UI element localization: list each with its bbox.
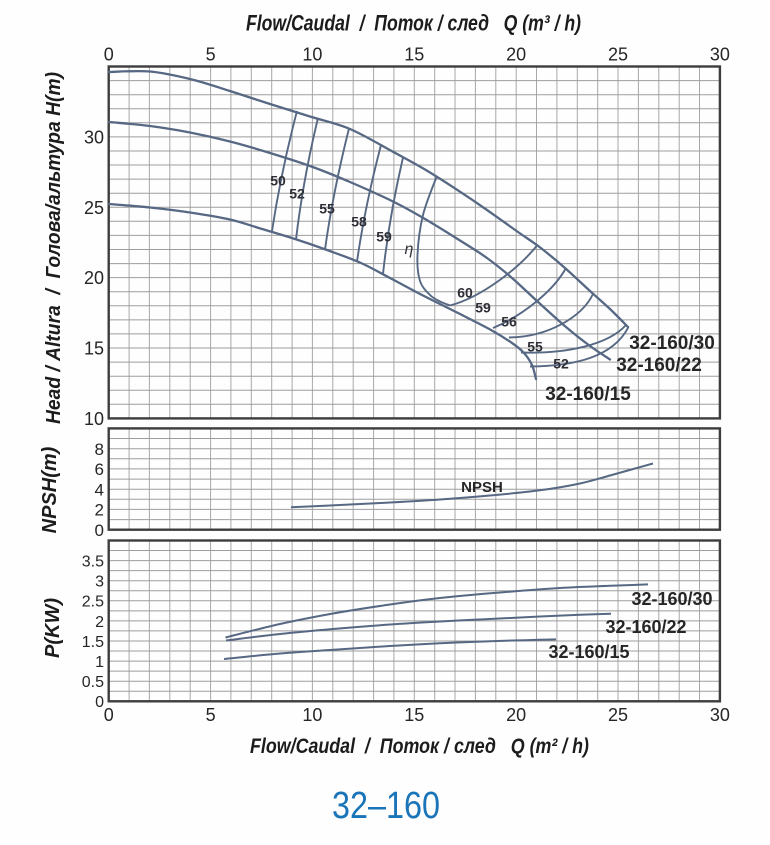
svg-text:55: 55 (527, 339, 543, 355)
svg-text:5: 5 (206, 45, 216, 65)
svg-text:0: 0 (95, 521, 104, 540)
svg-text:15: 15 (404, 45, 424, 65)
svg-text:0: 0 (104, 45, 114, 65)
svg-text:2: 2 (95, 501, 104, 520)
svg-text:32-160/30: 32-160/30 (631, 589, 712, 609)
svg-text:10: 10 (302, 705, 322, 725)
svg-text:50: 50 (270, 173, 286, 189)
svg-text:1.5: 1.5 (82, 634, 104, 651)
svg-text:56: 56 (501, 314, 517, 330)
svg-text:25: 25 (608, 705, 628, 725)
svg-text:58: 58 (351, 214, 367, 230)
svg-text:32-160/30: 32-160/30 (629, 333, 715, 354)
svg-text:32-160/15: 32-160/15 (545, 384, 631, 405)
svg-text:0: 0 (104, 705, 114, 725)
svg-text:32-160/22: 32-160/22 (605, 617, 686, 637)
svg-text:60: 60 (457, 285, 473, 301)
svg-text:0.5: 0.5 (82, 674, 104, 691)
svg-text:10: 10 (302, 45, 322, 65)
svg-text:32-160/15: 32-160/15 (548, 642, 629, 662)
svg-text:Flow/Caudal / Поток / след: Flow/Caudal / Поток / след Q (m³ / h) (246, 11, 581, 36)
svg-text:20: 20 (506, 45, 526, 65)
svg-text:30: 30 (710, 45, 730, 65)
svg-text:5: 5 (206, 705, 216, 725)
svg-text:20: 20 (506, 705, 526, 725)
svg-text:6: 6 (95, 460, 104, 479)
svg-text:2: 2 (95, 614, 104, 631)
svg-text:4: 4 (95, 480, 104, 499)
svg-text:3: 3 (95, 574, 104, 591)
svg-text:NPSH(m): NPSH(m) (39, 446, 61, 533)
svg-text:0: 0 (95, 694, 104, 711)
svg-text:Head / Altura / Голова/альту: Head / Altura / Голова/альтура H(m) (43, 72, 65, 424)
svg-text:32–160: 32–160 (332, 785, 440, 827)
svg-text:Flow/Caudal / Поток / след: Flow/Caudal / Поток / след Q (m² / h) (250, 735, 589, 758)
svg-text:55: 55 (319, 201, 335, 217)
svg-text:2.5: 2.5 (82, 594, 104, 611)
svg-text:59: 59 (475, 300, 491, 316)
svg-text:3.5: 3.5 (82, 554, 104, 571)
svg-text:NPSH: NPSH (461, 479, 503, 496)
svg-text:52: 52 (289, 186, 305, 202)
svg-text:1: 1 (95, 654, 104, 671)
svg-text:P(KW): P(KW) (42, 598, 64, 658)
svg-text:η: η (405, 241, 414, 258)
svg-text:30: 30 (710, 705, 730, 725)
svg-text:15: 15 (84, 339, 104, 359)
svg-text:20: 20 (84, 268, 104, 288)
svg-text:15: 15 (404, 705, 424, 725)
svg-text:25: 25 (608, 45, 628, 65)
svg-text:30: 30 (84, 127, 104, 147)
svg-text:10: 10 (84, 409, 104, 429)
svg-text:59: 59 (376, 229, 392, 245)
svg-text:32-160/22: 32-160/22 (616, 355, 702, 376)
svg-text:8: 8 (95, 440, 104, 459)
svg-text:25: 25 (84, 198, 104, 218)
svg-text:52: 52 (553, 356, 569, 372)
